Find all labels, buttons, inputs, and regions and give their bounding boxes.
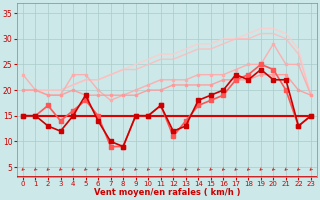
X-axis label: Vent moyen/en rafales ( km/h ): Vent moyen/en rafales ( km/h ) xyxy=(94,188,240,197)
